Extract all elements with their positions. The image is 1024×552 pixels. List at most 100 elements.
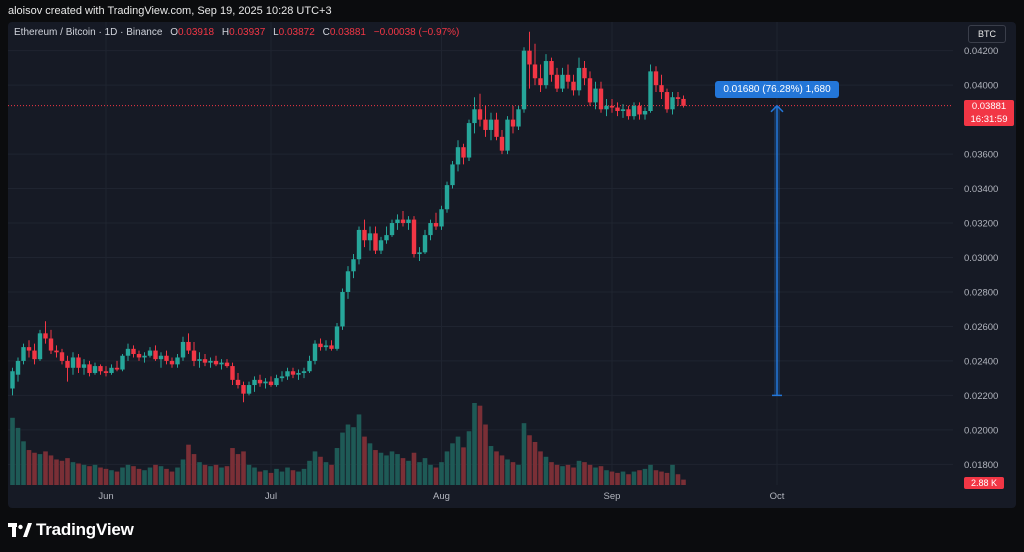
volume-bar [340,432,345,485]
candle-body [224,362,230,367]
volume-bar [670,464,675,485]
x-tick-label: Jun [98,491,113,502]
last-price-value: 0.03881 [971,100,1007,112]
volume-bar [26,450,32,485]
volume-bar [516,464,521,485]
candle-body [323,345,329,348]
volume-bar [15,427,21,485]
y-tick-label: 0.02600 [964,322,998,333]
candle-body [488,119,494,130]
candle-body [675,97,681,99]
candle-body [37,333,43,360]
volume-bar [659,471,664,485]
candle-body [219,362,224,365]
footer-brand: TradingView [8,516,134,544]
volume-bar [428,464,433,485]
volume-bar [620,471,626,485]
volume-bar [230,448,235,485]
volume-bar [521,423,527,485]
low-value: 0.03872 [278,27,315,38]
volume-bar [208,466,213,485]
candle-body [670,97,675,110]
volume-bar [653,470,659,485]
candle-body [213,360,219,365]
volume-bar [598,466,604,485]
volume-bar [560,466,565,485]
volume-bar [241,451,246,485]
volume-bar [461,447,466,485]
candle-body [76,357,81,368]
candle-body [378,240,384,251]
last-price-tag: 0.03881 16:31:59 [964,99,1014,126]
measure-arrowhead [770,104,784,113]
candle-body [626,109,631,117]
volume-bar [466,431,472,485]
candle-body [516,109,521,127]
candle-body [538,78,543,86]
y-tick-label: 0.03000 [964,253,998,264]
volume-bar [373,450,378,485]
volume-bar [257,471,263,485]
volume-bar [213,464,219,485]
x-tick-label: Sep [604,491,621,502]
candle-body [81,364,87,368]
volume-bar [637,470,642,485]
candle-body [340,291,345,327]
candle-body [576,67,582,91]
volume-bar [345,424,351,485]
candle-body [593,88,598,103]
volume-bar [472,403,477,485]
candle-body [411,219,417,255]
y-tick-label: 0.03600 [964,150,998,161]
candle-body [356,229,362,260]
candle-body [450,164,455,186]
attribution-bar: aloisov created with TradingView.com, Se… [0,0,1024,22]
currency-badge[interactable]: BTC [968,25,1006,43]
candlestick-chart[interactable]: 0.04200 0.04000 0.03600 0.03400 0.03200 0.030… [8,22,1016,508]
volume-bar [136,468,142,485]
candle-body [153,350,158,360]
volume-bar [59,460,65,485]
volume-bar [70,462,76,485]
volume-bar [422,458,428,485]
volume-bar [593,467,598,485]
volume-bar [444,451,450,485]
footer-brand-name: TradingView [36,520,134,539]
volume-bar [318,456,323,485]
candle-body [109,367,114,373]
x-tick-label: Oct [770,491,785,502]
volume-bar [488,446,494,485]
volume-bar [576,460,582,485]
candle-body [70,357,76,368]
candle-body [345,271,351,292]
measure-tool-label[interactable]: 0.01680 (76.28%) 1,680 [715,80,839,98]
volume-bar [125,464,131,485]
volume-bar [549,462,554,485]
candle-body [54,350,59,353]
candle-body [477,109,483,120]
candle-body [560,74,565,89]
candle-body [43,333,48,339]
y-tick-label: 0.02000 [964,425,998,436]
volume-bar [48,455,54,485]
candle-body [472,109,477,124]
volume-bar [648,464,653,485]
volume-bar [538,451,543,485]
symbol-title[interactable]: Ethereum / Bitcoin · 1D · Binance [14,27,163,38]
y-tick-label: 0.02400 [964,356,998,367]
volume-bar [450,443,455,485]
volume-bar [389,451,395,485]
candle-body [598,88,604,110]
candle-body [648,71,653,112]
candle-body [483,119,488,130]
volume-bar [367,443,373,485]
candle-body [158,355,164,360]
volume-tag: 2.88 K [964,477,1004,489]
candle-body [59,352,65,361]
chart-panel[interactable]: 0.04200 0.04000 0.03600 0.03400 0.03200 0.030… [8,22,1016,508]
candle-body [417,252,422,255]
candle-body [26,347,32,351]
volume-bar [395,454,400,485]
candle-body [21,347,26,361]
candle-body [329,345,334,349]
